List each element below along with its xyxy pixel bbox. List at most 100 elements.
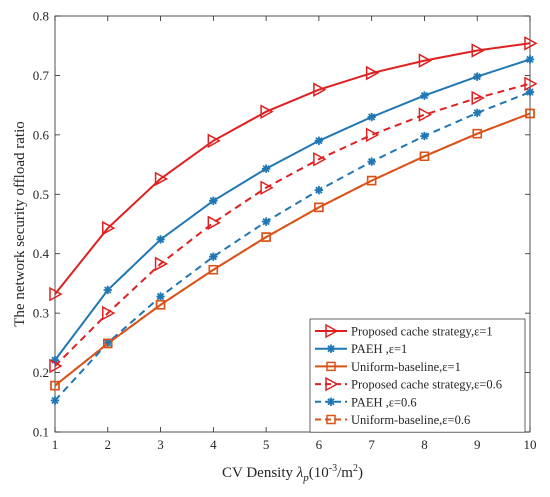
x-axis-label-prefix: CV Density: [222, 465, 297, 481]
data-point: [50, 380, 60, 391]
data-point: [156, 292, 165, 301]
series-6: [50, 108, 535, 391]
series-line: [54, 82, 531, 367]
ticks-layer: 1 2 3 4 5 6 7 8 9 10 0.1 0.2 0.3 0.4 0.5 0.6 0.7 0.8: [33, 9, 537, 453]
y-tick-label: 0.3: [33, 306, 49, 321]
series-4: [49, 76, 538, 374]
y-tick-label: 0.5: [33, 187, 49, 202]
legend-marker: [325, 376, 339, 392]
legend-marker: [326, 397, 336, 406]
series-2: [50, 55, 535, 365]
data-point: [313, 82, 327, 97]
data-point: [155, 300, 166, 310]
data-point: [418, 53, 433, 68]
x-axis-label: CV Density λp(10-3/m2): [222, 463, 363, 484]
x-tick-label: 9: [474, 437, 481, 452]
data-point: [261, 217, 271, 226]
data-point: [209, 252, 218, 261]
x-tick-label: 8: [421, 437, 428, 452]
y-tick-label: 0.8: [33, 9, 49, 24]
data-point: [50, 355, 60, 365]
data-point: [261, 232, 271, 242]
data-point: [260, 104, 274, 119]
data-point: [313, 151, 327, 167]
y-tick-label: 0.4: [33, 246, 50, 261]
data-point: [473, 72, 482, 81]
data-point: [314, 185, 324, 195]
x-axis-label-exp2: 2: [353, 463, 358, 474]
data-point: [103, 285, 112, 295]
data-point: [524, 36, 538, 51]
legend-label: PAEH ,ε=0.6: [351, 395, 417, 409]
series-layer: [49, 36, 538, 405]
series-line: [54, 112, 531, 387]
data-point: [50, 396, 60, 405]
legend-label: Proposed cache strategy,ε=0.6: [351, 378, 502, 392]
data-point: [367, 157, 376, 166]
legend-label: Uniform-baseline,ε=0.6: [351, 413, 470, 427]
y-tick-label: 0.6: [33, 127, 50, 142]
y-tick-label: 0.1: [33, 425, 49, 440]
series-1: [49, 36, 538, 302]
data-point: [208, 265, 219, 275]
data-point: [49, 286, 63, 302]
y-axis-label: The network security offload ratio: [12, 121, 28, 327]
data-point: [367, 112, 376, 122]
data-point: [314, 202, 324, 213]
x-tick-label: 6: [316, 437, 323, 452]
legend-item: Proposed cache strategy,ε=1: [315, 323, 493, 339]
data-point: [102, 220, 116, 236]
legend-marker: [326, 361, 336, 372]
data-point: [260, 180, 274, 196]
data-point: [314, 136, 324, 145]
data-point: [418, 107, 433, 122]
data-point: [207, 215, 221, 231]
y-tick-label: 0.7: [33, 68, 50, 83]
x-axis-label-lambda: λ: [296, 465, 304, 481]
data-point: [156, 235, 165, 244]
data-point: [524, 76, 538, 92]
x-tick-label: 4: [210, 437, 217, 452]
x-tick-label: 1: [52, 437, 59, 452]
data-point: [471, 90, 485, 106]
x-axis-label-exp: -3: [329, 463, 337, 474]
data-point: [207, 133, 221, 149]
data-point: [525, 55, 535, 64]
data-point: [472, 128, 482, 139]
legend-item: PAEH ,ε=1: [315, 342, 407, 356]
x-tick-label: 3: [157, 437, 164, 452]
data-point: [420, 91, 429, 100]
x-axis-label-mid: /m: [337, 465, 353, 481]
legend: Proposed cache strategy,ε=1 PAEH ,ε=1 Unif…: [309, 318, 526, 433]
data-point: [154, 256, 169, 272]
legend-item: PAEH ,ε=0.6: [315, 395, 417, 409]
data-point: [420, 131, 429, 141]
data-point: [365, 127, 380, 143]
legend-label: Uniform-baseline,ε=1: [351, 360, 461, 374]
y-tick-label: 0.2: [33, 365, 49, 380]
legend-marker: [325, 323, 339, 339]
data-point: [103, 338, 112, 348]
x-tick-label: 10: [524, 437, 537, 452]
data-point: [525, 87, 535, 97]
x-tick-label: 5: [263, 437, 270, 452]
data-point: [154, 171, 169, 187]
data-point: [525, 108, 535, 119]
x-axis-label-sub: p: [302, 472, 309, 484]
data-point: [473, 108, 482, 118]
x-tick-label: 2: [105, 437, 112, 452]
series-line: [54, 58, 531, 361]
data-point: [103, 338, 113, 349]
series-5: [50, 87, 535, 405]
data-point: [365, 65, 380, 81]
data-point: [471, 43, 485, 58]
data-point: [261, 164, 271, 173]
series-line: [54, 91, 531, 402]
x-axis-label-close: ): [358, 465, 363, 481]
legend-item: Uniform-baseline,ε=1: [315, 360, 461, 374]
data-point: [102, 305, 116, 321]
legend-label: Proposed cache strategy,ε=1: [351, 325, 493, 339]
legend-item: Uniform-baseline,ε=0.6: [315, 413, 470, 427]
series-line: [54, 42, 531, 295]
